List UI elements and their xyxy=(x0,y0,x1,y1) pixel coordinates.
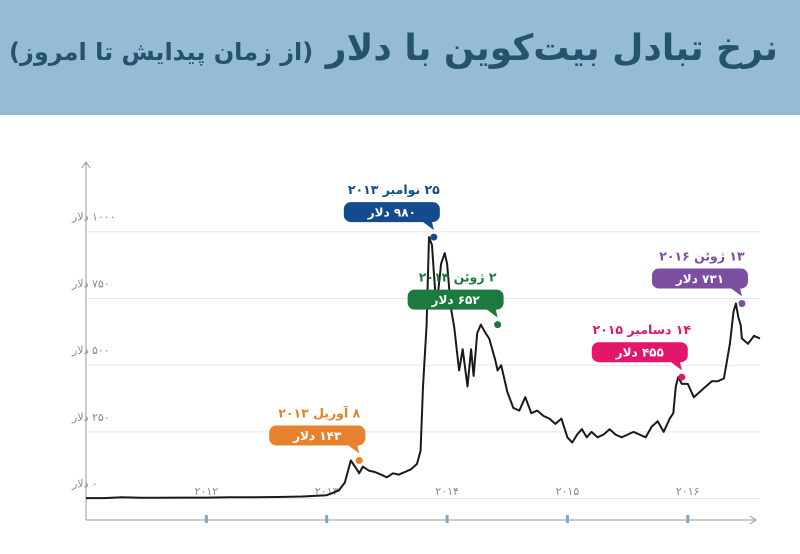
annotation-pointer xyxy=(729,287,742,297)
x-axis-arrow xyxy=(749,515,757,525)
annotation-pointer xyxy=(421,221,434,231)
annotation-date-label: ۱۴ دسامبر ۲۰۱۵ xyxy=(593,322,692,337)
y-tick-label: ۱۰۰۰ دلار xyxy=(71,211,116,224)
x-tick-label: ۲۰۱۶ xyxy=(676,485,700,498)
price-line-chart: ۰ دلار ۲۵۰ دلار ۵۰۰ دلار ۷۵۰ دلار ۱۰۰۰ دلار ۲… xyxy=(71,161,761,525)
page-title: نرخ تبادل بیت‌کوین با دلار (از زمان پیدا… xyxy=(9,28,778,69)
annotation-point xyxy=(355,456,363,464)
y-tick-label: ۷۵۰ دلار xyxy=(71,277,110,290)
y-tick-label: ۰ دلار xyxy=(71,478,98,491)
x-tick-mark xyxy=(686,515,690,523)
annotation-value-badge xyxy=(407,289,504,310)
annotation-value-badge xyxy=(343,202,440,223)
annotation-value-badge xyxy=(269,425,366,446)
page-subtitle: (از زمان پیدایش تا امروز) xyxy=(9,38,314,66)
annotation-point xyxy=(430,233,438,241)
y-tick-label: ۵۰۰ دلار xyxy=(71,344,110,357)
annotation-date-label: ۱۳ ژوئن ۲۰۱۶ xyxy=(659,249,745,264)
annotation-pointer xyxy=(669,361,682,371)
annotation-value-label: ۶۵۲ دلار xyxy=(431,293,481,307)
x-tick-mark xyxy=(325,515,329,523)
title-text: نرخ تبادل بیت‌کوین با دلار xyxy=(325,28,778,69)
header-banner: نرخ تبادل بیت‌کوین با دلار (از زمان پیدا… xyxy=(0,0,800,115)
chart-area: ۰ دلار ۲۵۰ دلار ۵۰۰ دلار ۷۵۰ دلار ۱۰۰۰ دلار ۲… xyxy=(0,115,800,554)
x-tick-mark xyxy=(565,515,569,523)
x-tick-mark xyxy=(204,515,208,523)
annotation-value-label: ۷۳۱ دلار xyxy=(675,272,724,286)
annotation-value-badge xyxy=(651,268,748,289)
annotation-date-label: ۲ ژوئن ۲۰۱۴ xyxy=(419,270,497,285)
annotation-pointer xyxy=(485,308,498,318)
annotation-point xyxy=(494,321,502,329)
annotation-value-label: ۹۸۰ دلار xyxy=(367,206,416,220)
x-tick-mark xyxy=(445,515,449,523)
annotation-date-label: ۸ آوریل ۲۰۱۳ xyxy=(278,405,360,420)
annotation-pointer xyxy=(347,444,360,454)
annotation-value-badge xyxy=(591,342,688,363)
x-tick-label: ۲۰۱۵ xyxy=(556,485,580,498)
y-tick-label: ۲۵۰ دلار xyxy=(71,411,110,424)
y-axis-arrow xyxy=(81,161,91,169)
annotation-value-label: ۱۴۳ دلار xyxy=(292,429,342,443)
annotation-point xyxy=(738,300,746,308)
x-tick-label: ۲۰۱۴ xyxy=(435,485,459,498)
annotation-value-label: ۴۵۵ دلار xyxy=(615,346,664,360)
x-tick-label: ۲۰۱۲ xyxy=(195,485,219,498)
annotation-point xyxy=(678,373,686,381)
annotation-date-label: ۲۵ نوامبر ۲۰۱۳ xyxy=(348,182,440,197)
